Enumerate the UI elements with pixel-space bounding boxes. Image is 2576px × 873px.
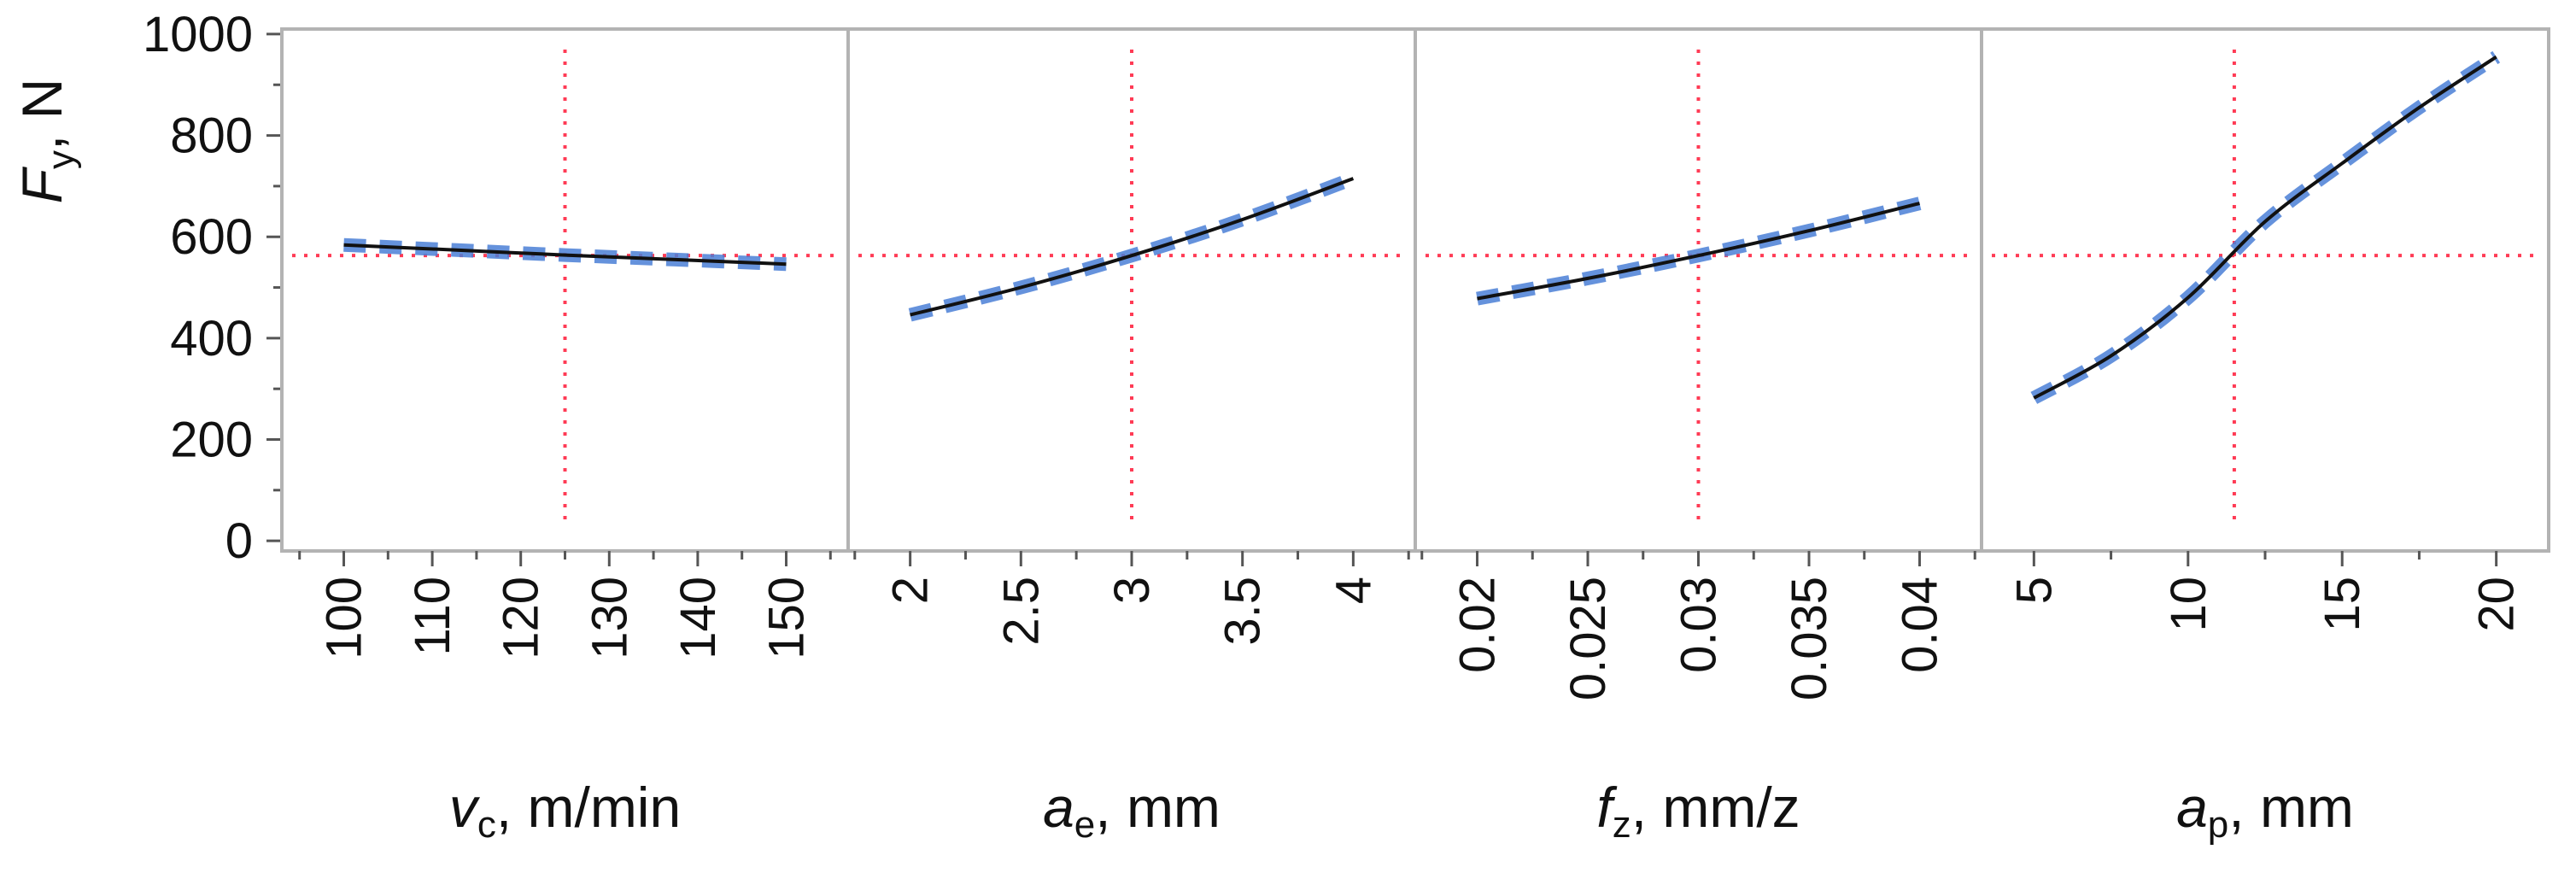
x-tick-label: 3.5 [1215,577,1271,646]
x-axis-title-main: a [2176,776,2208,839]
x-axis-title-sub: e [1074,804,1095,846]
x-tick-label: 4 [1326,577,1381,604]
x-axis-title-main: v [449,776,481,839]
confidence-band [2030,50,2501,404]
x-axis-title-unit: , m/min [496,776,681,839]
x-tick-label: 3 [1104,577,1160,604]
x-axis-title-unit: , mm [2228,776,2354,839]
y-tick-label: 200 [170,412,253,467]
panel-3: 0.02 0.025 0.03 0.035 0.04 [1414,27,1983,700]
fit-line [910,177,1355,317]
fit-line [1477,202,1920,301]
y-axis-title-sub: y [40,150,82,169]
x-tick-label: 2 [883,577,939,604]
fit-line [343,243,787,267]
x-axis-title-2: ae, mm [1043,776,1221,846]
panel-2: 2 2.5 3 3.5 4 [846,27,1417,646]
x-axis-titles: vc, m/min ae, mm fz, mm/z ap, mm [449,776,2354,846]
x-axis-title-sub: z [1613,804,1631,846]
x-tick-label: 120 [494,577,549,659]
panels: 100 110 120 130 140 150 2 2.5 3 3.5 4 0.02 0.025 0.03… [280,27,2550,700]
x-axis-title-sub: c [477,804,496,846]
x-tick-label: 110 [405,577,460,655]
x-tick-label: 100 [317,577,372,659]
panel-4: 5 10 15 20 [1980,27,2550,632]
x-tick-label: 5 [2006,577,2062,604]
confidence-band [908,172,1356,322]
x-axis-title-main: a [1043,776,1074,839]
y-tick-label: 1000 [143,7,253,62]
x-axis-title-sub: p [2208,804,2228,846]
x-tick-label: 10 [2161,577,2216,632]
x-axis-title-1: vc, m/min [449,776,681,846]
y-tick-label: 400 [170,311,253,366]
x-tick-label: 2.5 [993,577,1049,646]
x-tick-label: 0.02 [1450,577,1506,673]
y-tick-label: 600 [170,209,253,265]
x-tick-label: 0.03 [1671,577,1727,673]
x-tick-label: 0.04 [1893,577,1948,673]
svg-text:Fy, N: Fy, N [10,79,82,204]
panel-frame [1980,27,2550,553]
y-tick-label: 800 [170,108,253,164]
x-tick-label: 0.035 [1782,577,1837,700]
y-axis: 0 200 400 600 800 1000 [143,7,282,569]
x-tick-label: 130 [582,577,637,659]
x-axis-title-3: fz, mm/z [1596,776,1800,846]
x-tick-label: 20 [2469,577,2525,632]
x-axis-title-4: ap, mm [2176,776,2354,846]
x-tick-label: 140 [670,577,726,659]
x-tick-label: 0.025 [1560,577,1616,700]
x-axis-title-unit: , mm/z [1631,776,1800,839]
y-axis-title-main: F [10,166,73,203]
x-axis-title-unit: , mm [1095,776,1221,839]
y-axis-title-rest: , N [10,79,73,150]
x-tick-label: 15 [2315,577,2370,632]
panel-1: 100 110 120 130 140 150 [280,27,850,659]
x-tick-label: 150 [759,577,815,659]
fit-line [2033,55,2497,400]
y-axis-title: Fy, N [10,79,82,204]
y-tick-label: 0 [225,513,253,569]
